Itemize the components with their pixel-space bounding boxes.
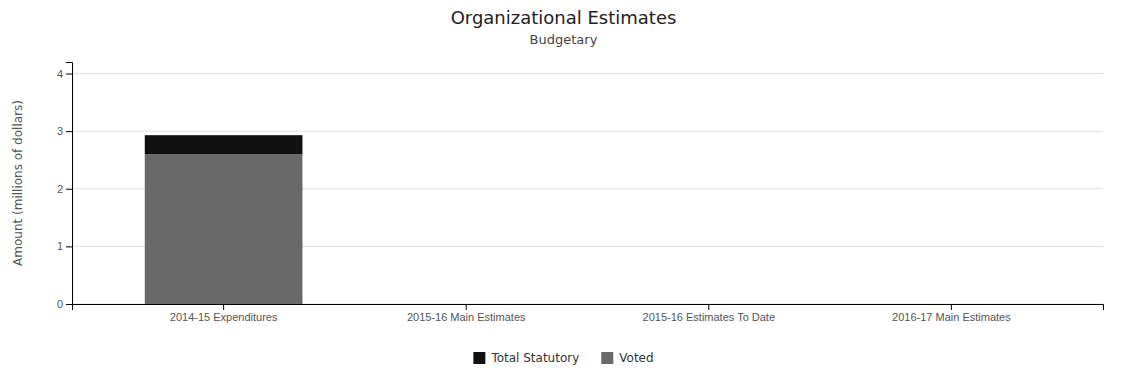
y-tick-mark — [66, 246, 72, 247]
bar — [145, 135, 303, 154]
legend-item: Total Statutory — [473, 351, 579, 365]
y-tick-label: 4 — [57, 68, 63, 80]
y-tick-mark — [66, 304, 72, 305]
y-tick: 0 — [57, 298, 72, 310]
x-tick-label: 2014-15 Expenditures — [170, 311, 278, 323]
legend-item: Voted — [601, 351, 653, 365]
x-tick: 2015-16 Estimates To Date — [643, 304, 775, 323]
x-tick-mark — [223, 304, 224, 310]
y-tick-label: 3 — [57, 125, 63, 137]
series — [145, 135, 303, 154]
grid — [72, 74, 1103, 304]
legend: Total Statutory Voted — [473, 351, 653, 365]
bar — [873, 304, 1031, 305]
subtitle: Budgetary — [530, 32, 598, 47]
y-tick: 1 — [57, 240, 72, 252]
bar — [387, 304, 545, 305]
grid-line — [72, 73, 1103, 74]
plot: 0 1 2 3 4 2014-15 Expenditures 2015-16 Main Es… — [57, 63, 1104, 323]
series — [145, 154, 303, 304]
x-axis: 2014-15 Expenditures 2015-16 Main Estimat… — [73, 304, 1104, 323]
y-axis-line — [66, 63, 73, 305]
y-tick-label: 1 — [57, 240, 63, 252]
bar — [630, 304, 788, 305]
x-tick: 2014-15 Expenditures — [170, 304, 278, 323]
bar — [873, 304, 1031, 305]
y-tick: 4 — [57, 68, 72, 80]
x-tick-mark — [708, 304, 709, 310]
x-tick: 2015-16 Main Estimates — [407, 304, 526, 323]
legend-swatch — [473, 352, 485, 364]
y-tick: 2 — [57, 183, 72, 195]
y-tick-label: 0 — [57, 298, 63, 310]
y-axis-title: Amount (millions of dollars) — [11, 100, 25, 266]
grid-line — [72, 131, 1103, 132]
bar — [387, 304, 545, 305]
x-tick-label: 2015-16 Estimates To Date — [643, 311, 775, 323]
y-tick-mark — [66, 189, 72, 190]
x-tick-label: 2015-16 Main Estimates — [407, 311, 526, 323]
title: Organizational Estimates — [451, 7, 677, 28]
legend-swatch — [601, 352, 613, 364]
legend-label: Total Statutory — [490, 351, 579, 365]
bar — [630, 304, 788, 305]
bars — [145, 135, 303, 304]
y-tick-mark — [66, 131, 72, 132]
x-tick-label: 2016-17 Main Estimates — [892, 311, 1011, 323]
x-tick-mark — [466, 304, 467, 310]
x-axis-line — [73, 305, 1104, 311]
y-tick-mark — [66, 74, 72, 75]
legend-label: Voted — [619, 351, 653, 365]
x-tick: 2016-17 Main Estimates — [892, 304, 1011, 323]
y-axis: 0 1 2 3 4 — [57, 63, 73, 311]
bar — [145, 154, 303, 304]
y-tick-label: 2 — [57, 183, 63, 195]
y-tick: 3 — [57, 125, 72, 137]
chart: Organizational Estimates Budgetary 0 1 2 3 4 20… — [0, 0, 1127, 382]
x-tick-mark — [951, 304, 952, 310]
